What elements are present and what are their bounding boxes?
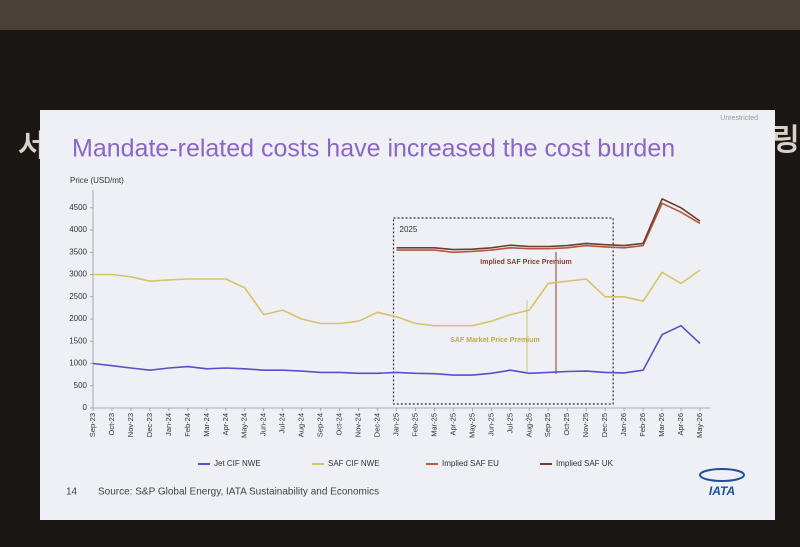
x-tick-label: May-26 (695, 413, 704, 438)
source: Source: S&P Global Energy, IATA Sustaina… (98, 487, 379, 498)
y-tick-label: 4500 (69, 203, 87, 212)
x-tick-label: Mar-26 (657, 413, 666, 437)
x-tick-label: Aug-25 (524, 413, 533, 437)
x-tick-label: Mar-24 (202, 413, 211, 437)
x-tick-label: Dec-24 (373, 413, 382, 437)
series-line (92, 324, 701, 376)
x-tick-label: Apr-26 (676, 413, 685, 436)
y-tick-label: 0 (83, 403, 88, 412)
logo-mark (699, 468, 745, 482)
slide (40, 110, 775, 520)
ceiling (0, 0, 800, 30)
x-tick-label: Nov-23 (126, 413, 135, 437)
y-tick-label: 1500 (69, 336, 87, 345)
series-line (93, 269, 701, 327)
x-tick-label: Feb-25 (410, 413, 419, 437)
x-tick-label: Apr-24 (221, 413, 230, 436)
series-line (396, 198, 701, 251)
x-tick-label: Apr-25 (448, 413, 457, 436)
x-tick-label: Aug-24 (297, 413, 306, 437)
x-tick-label: Oct-23 (107, 413, 116, 436)
classification: Unrestricted (720, 115, 758, 122)
legend-label: SAF CIF NWE (328, 459, 380, 468)
y-tick-label: 2000 (69, 314, 87, 323)
x-tick-label: Jun-25 (486, 413, 495, 436)
logo: IATA (709, 484, 735, 498)
x-tick-label: Dec-25 (600, 413, 609, 437)
x-tick-label: Mar-25 (429, 413, 438, 437)
page-number: 14 (66, 487, 78, 498)
y-axis-label: Price (USD/mt) (70, 176, 124, 185)
x-tick-label: Jan-26 (619, 413, 628, 436)
series-line (396, 202, 701, 254)
x-tick-label: Jan-24 (164, 413, 173, 436)
y-tick-label: 500 (74, 381, 88, 390)
y-tick-label: 4000 (69, 225, 87, 234)
background-text: 링 (772, 124, 800, 157)
legend-label: Implied SAF UK (556, 459, 614, 468)
y-tick-label: 3500 (69, 247, 87, 256)
x-tick-label: Sep-23 (88, 413, 97, 437)
y-tick-label: 3000 (69, 270, 87, 279)
x-tick-label: Jul-25 (505, 413, 514, 433)
legend-label: Implied SAF EU (442, 459, 499, 468)
x-tick-label: Oct-24 (335, 413, 344, 436)
x-tick-label: Dec-23 (145, 413, 154, 437)
annotation: SAF Market Price Premium (450, 337, 539, 344)
x-tick-label: Sep-25 (543, 413, 552, 437)
legend-label: Jet CIF NWE (214, 459, 261, 468)
x-tick-label: Sep-24 (316, 413, 325, 437)
x-tick-label: Oct-25 (562, 413, 571, 436)
annotation: 2025 (400, 225, 418, 234)
highlight-box (392, 217, 614, 405)
annotation: Implied SAF Price Premium (480, 259, 571, 266)
plot: 0 500 1000 1500 2000 2500 3000 3500 4000 4500 Sep-… (69, 190, 710, 468)
x-tick-label: Nov-24 (354, 413, 363, 437)
y-tick-label: 2500 (69, 292, 87, 301)
x-tick-label: Jan-25 (391, 413, 400, 436)
y-tick-label: 1000 (69, 359, 87, 368)
x-tick-label: Feb-26 (638, 413, 647, 437)
x-tick-label: Nov-25 (581, 413, 590, 437)
x-tick-label: Jun-24 (259, 413, 268, 436)
x-tick-label: May-25 (467, 413, 476, 438)
x-tick-label: Feb-24 (183, 413, 192, 437)
x-tick-label: Jul-24 (278, 413, 287, 433)
chart-title: Mandate-related costs have increased the… (72, 135, 675, 163)
x-tick-label: May-24 (240, 413, 249, 438)
